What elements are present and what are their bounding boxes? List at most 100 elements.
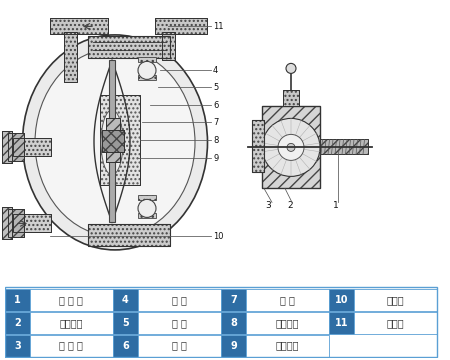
Bar	[30, 334, 112, 357]
Bar	[102, 130, 124, 152]
Bar	[162, 32, 175, 60]
Bar	[4, 334, 30, 357]
Text: 10: 10	[335, 295, 348, 305]
Circle shape	[287, 143, 295, 152]
Bar	[246, 334, 328, 357]
Bar	[320, 139, 368, 154]
Text: 2: 2	[14, 318, 21, 328]
Text: 10: 10	[213, 232, 224, 241]
Bar	[138, 57, 156, 62]
Circle shape	[278, 134, 304, 161]
Text: 圆 球: 圆 球	[172, 295, 187, 305]
Bar	[109, 60, 115, 222]
Bar	[13, 138, 51, 156]
Text: 配 气 阀: 配 气 阀	[59, 341, 83, 351]
Text: 9: 9	[230, 341, 237, 351]
Text: 配气阀体: 配气阀体	[59, 318, 83, 328]
Text: 7: 7	[230, 295, 237, 305]
Bar	[88, 224, 170, 246]
Text: 6: 6	[213, 101, 218, 110]
Bar	[2, 207, 12, 239]
Text: 11: 11	[335, 318, 348, 328]
Bar	[4, 312, 30, 334]
Ellipse shape	[35, 48, 195, 237]
Bar	[2, 131, 12, 163]
Text: 连 杆: 连 杆	[280, 295, 295, 305]
Ellipse shape	[22, 35, 207, 250]
Text: 3: 3	[14, 341, 21, 351]
Text: 7: 7	[213, 118, 218, 127]
Bar	[155, 18, 207, 35]
Circle shape	[286, 63, 296, 73]
Bar	[246, 289, 328, 311]
Bar	[262, 107, 320, 188]
Bar	[283, 90, 299, 107]
Bar	[220, 312, 246, 334]
Bar	[100, 95, 140, 185]
Text: 中间支架: 中间支架	[276, 341, 299, 351]
Bar	[320, 139, 368, 154]
Bar	[252, 120, 264, 172]
Bar	[2, 131, 12, 163]
Text: 8: 8	[213, 136, 218, 145]
Bar	[220, 289, 246, 311]
Text: 球 座: 球 座	[172, 318, 187, 328]
Text: 连杆铜套: 连杆铜套	[276, 318, 299, 328]
Bar	[138, 289, 220, 311]
Bar	[8, 134, 24, 161]
Text: 隔 膜: 隔 膜	[172, 341, 187, 351]
Text: 8: 8	[230, 318, 237, 328]
Bar	[8, 210, 24, 237]
Bar	[328, 312, 354, 334]
Bar	[100, 95, 140, 185]
Text: 排气口: 排气口	[387, 318, 404, 328]
Bar	[220, 334, 246, 357]
Text: 5: 5	[213, 83, 218, 92]
Ellipse shape	[101, 110, 123, 175]
Text: 6: 6	[122, 341, 129, 351]
Text: 1: 1	[14, 295, 21, 305]
Text: 3: 3	[265, 201, 271, 210]
Bar	[13, 215, 51, 233]
Bar	[262, 107, 320, 188]
Bar	[155, 18, 207, 35]
Bar	[138, 213, 156, 219]
Text: 进 气 口: 进 气 口	[59, 295, 83, 305]
Bar	[112, 334, 138, 357]
Bar	[50, 18, 108, 35]
Text: 1: 1	[333, 201, 339, 210]
Bar	[112, 312, 138, 334]
Bar	[138, 334, 220, 357]
Circle shape	[262, 118, 320, 176]
Text: 2: 2	[287, 201, 293, 210]
Bar	[88, 224, 170, 246]
Bar	[64, 32, 77, 82]
Bar	[4, 289, 30, 311]
Bar	[246, 312, 328, 334]
Bar	[2, 131, 12, 163]
Bar	[102, 130, 124, 152]
Bar	[2, 207, 12, 239]
Bar	[328, 289, 354, 311]
Text: 泵进口: 泵进口	[387, 295, 404, 305]
Bar	[50, 18, 108, 35]
Circle shape	[138, 62, 156, 80]
Text: 4: 4	[213, 66, 218, 75]
Text: 11: 11	[213, 22, 224, 31]
Bar	[88, 36, 170, 58]
Circle shape	[138, 199, 156, 217]
Bar	[283, 90, 299, 107]
Bar	[138, 312, 220, 334]
Bar	[354, 289, 436, 311]
Bar	[162, 32, 175, 60]
Bar	[13, 215, 51, 233]
Text: 4: 4	[122, 295, 129, 305]
Bar	[252, 120, 264, 172]
Bar	[354, 312, 436, 334]
Bar	[106, 118, 120, 162]
Bar	[64, 32, 77, 82]
Bar	[112, 289, 138, 311]
Bar	[8, 134, 24, 161]
Bar	[13, 138, 51, 156]
Text: 5: 5	[122, 318, 129, 328]
